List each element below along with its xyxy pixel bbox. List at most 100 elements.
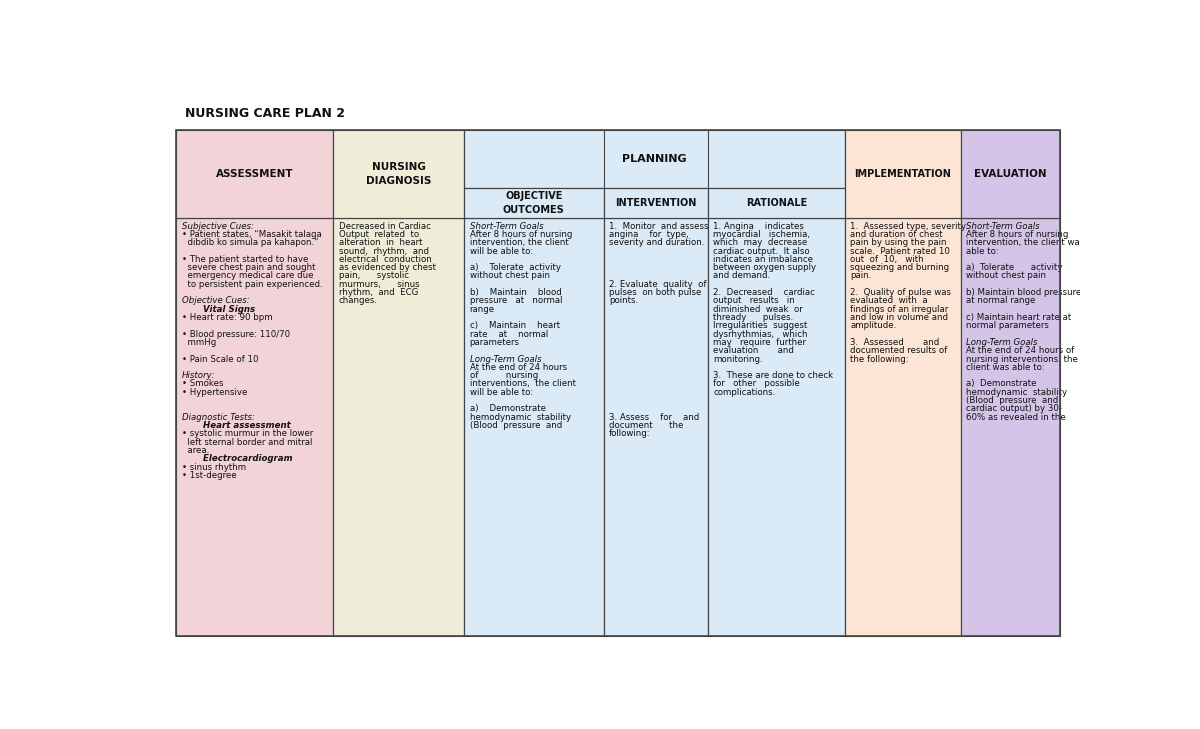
Text: severity and duration.: severity and duration. xyxy=(610,238,704,247)
Text: Output  related  to: Output related to xyxy=(338,230,419,239)
Text: 2. Evaluate  quality  of: 2. Evaluate quality of xyxy=(610,280,707,289)
Bar xyxy=(604,218,708,636)
Text: may   require  further: may require further xyxy=(714,338,806,347)
Text: complications.: complications. xyxy=(714,388,775,397)
Text: to persistent pain experienced.: to persistent pain experienced. xyxy=(181,280,323,289)
Text: able to:: able to: xyxy=(966,246,998,256)
Text: 3.  Assessed       and: 3. Assessed and xyxy=(851,338,940,347)
Text: hemodynamic  stability: hemodynamic stability xyxy=(469,413,571,422)
Text: RATIONALE: RATIONALE xyxy=(745,198,808,208)
Text: Long-Term Goals: Long-Term Goals xyxy=(966,338,1038,347)
Text: b) Maintain blood pressure: b) Maintain blood pressure xyxy=(966,288,1081,297)
Text: After 8 hours of nursing: After 8 hours of nursing xyxy=(966,230,1068,239)
Bar xyxy=(604,188,708,218)
Text: 1.  Monitor  and assess: 1. Monitor and assess xyxy=(610,222,709,230)
Bar xyxy=(176,130,334,218)
Text: dibdib ko simula pa kahapon.”: dibdib ko simula pa kahapon.” xyxy=(181,238,318,247)
Text: as evidenced by chest: as evidenced by chest xyxy=(338,263,436,272)
Text: the following:: the following: xyxy=(851,354,910,364)
Text: At the end of 24 hours: At the end of 24 hours xyxy=(469,363,566,372)
Text: findings of an irregular: findings of an irregular xyxy=(851,305,949,313)
Text: output   results   in: output results in xyxy=(714,297,796,305)
Text: will be able to:: will be able to: xyxy=(469,246,533,256)
Text: parameters: parameters xyxy=(469,338,520,347)
Text: • systolic murmur in the lower: • systolic murmur in the lower xyxy=(181,429,313,438)
Text: • sinus rhythm: • sinus rhythm xyxy=(181,463,246,472)
Bar xyxy=(708,218,845,636)
Text: which  may  decrease: which may decrease xyxy=(714,238,808,247)
Text: After 8 hours of nursing: After 8 hours of nursing xyxy=(469,230,572,239)
Text: without chest pain: without chest pain xyxy=(469,271,550,281)
Bar xyxy=(708,188,845,218)
Text: hemodynamic  stability: hemodynamic stability xyxy=(966,388,1067,397)
Text: at normal range: at normal range xyxy=(966,297,1036,305)
Text: • Smokes: • Smokes xyxy=(181,380,223,389)
Text: EVALUATION: EVALUATION xyxy=(973,169,1046,179)
Text: pressure   at   normal: pressure at normal xyxy=(469,297,562,305)
Bar xyxy=(464,188,604,218)
Text: document      the: document the xyxy=(610,421,684,430)
Text: 60% as revealed in the: 60% as revealed in the xyxy=(966,413,1066,422)
Bar xyxy=(845,218,960,636)
Text: Short-Term Goals: Short-Term Goals xyxy=(966,222,1039,230)
Text: interventions,  the client: interventions, the client xyxy=(469,380,576,389)
Text: pulses  on both pulse: pulses on both pulse xyxy=(610,288,702,297)
Text: • Pain Scale of 10: • Pain Scale of 10 xyxy=(181,354,258,364)
Text: Long-Term Goals: Long-Term Goals xyxy=(469,354,541,364)
Text: • 1st-degree: • 1st-degree xyxy=(181,471,236,480)
Text: of          nursing: of nursing xyxy=(469,371,538,381)
Text: squeezing and burning: squeezing and burning xyxy=(851,263,949,272)
Text: pain.: pain. xyxy=(851,271,871,281)
Bar xyxy=(845,130,960,218)
Text: cardiac output) by 30-: cardiac output) by 30- xyxy=(966,405,1062,413)
Text: PLANNING: PLANNING xyxy=(622,154,686,164)
Text: without chest pain: without chest pain xyxy=(966,271,1046,281)
Text: 2.  Decreased    cardiac: 2. Decreased cardiac xyxy=(714,288,815,297)
Text: Decreased in Cardiac: Decreased in Cardiac xyxy=(338,222,431,230)
Text: c)    Maintain    heart: c) Maintain heart xyxy=(469,321,559,330)
Text: a)  Demonstrate: a) Demonstrate xyxy=(966,380,1037,389)
Bar xyxy=(334,130,464,218)
Text: At the end of 24 hours of: At the end of 24 hours of xyxy=(966,346,1074,355)
Text: angina    for  type,: angina for type, xyxy=(610,230,689,239)
Text: thready      pulses.: thready pulses. xyxy=(714,313,793,322)
Text: History:: History: xyxy=(181,371,215,381)
Text: • The patient started to have: • The patient started to have xyxy=(181,255,308,264)
Text: following:: following: xyxy=(610,429,650,438)
Bar xyxy=(176,218,334,636)
Text: Vital Signs: Vital Signs xyxy=(181,305,254,313)
Text: indicates an imbalance: indicates an imbalance xyxy=(714,255,814,264)
Text: 2.  Quality of pulse was: 2. Quality of pulse was xyxy=(851,288,952,297)
Text: points.: points. xyxy=(610,297,638,305)
Text: a)  Tolerate      activity: a) Tolerate activity xyxy=(966,263,1063,272)
Text: monitoring.: monitoring. xyxy=(714,354,763,364)
Text: and low in volume and: and low in volume and xyxy=(851,313,948,322)
Text: b)    Maintain    blood: b) Maintain blood xyxy=(469,288,562,297)
Text: changes.: changes. xyxy=(338,297,378,305)
Text: client was able to:: client was able to: xyxy=(966,363,1045,372)
Text: Objective Cues:: Objective Cues: xyxy=(181,297,250,305)
Text: emergency medical care due: emergency medical care due xyxy=(181,271,313,281)
Text: (Blood  pressure  and: (Blood pressure and xyxy=(469,421,562,430)
Text: Diagnostic Tests:: Diagnostic Tests: xyxy=(181,413,254,422)
Text: 3. Assess    for    and: 3. Assess for and xyxy=(610,413,700,422)
Text: INTERVENTION: INTERVENTION xyxy=(616,198,696,208)
Text: scale.  Patient rated 10: scale. Patient rated 10 xyxy=(851,246,950,256)
Text: normal parameters: normal parameters xyxy=(966,321,1049,330)
Text: • Hypertensive: • Hypertensive xyxy=(181,388,247,397)
Text: out  of  10,   with: out of 10, with xyxy=(851,255,924,264)
Text: cardiac output.  It also: cardiac output. It also xyxy=(714,246,810,256)
Text: Subjective Cues:: Subjective Cues: xyxy=(181,222,253,230)
Text: Short-Term Goals: Short-Term Goals xyxy=(469,222,544,230)
Bar xyxy=(960,218,1060,636)
Text: severe chest pain and sought: severe chest pain and sought xyxy=(181,263,316,272)
Text: Irregularities  suggest: Irregularities suggest xyxy=(714,321,808,330)
Text: documented results of: documented results of xyxy=(851,346,948,355)
Bar xyxy=(960,130,1060,218)
Text: dysrhythmias,   which: dysrhythmias, which xyxy=(714,330,808,339)
Text: (Blood  pressure  and: (Blood pressure and xyxy=(966,396,1058,405)
Text: amplitude.: amplitude. xyxy=(851,321,896,330)
Text: evaluated  with  a: evaluated with a xyxy=(851,297,928,305)
Text: NURSING CARE PLAN 2: NURSING CARE PLAN 2 xyxy=(185,107,346,120)
Text: between oxygen supply: between oxygen supply xyxy=(714,263,817,272)
